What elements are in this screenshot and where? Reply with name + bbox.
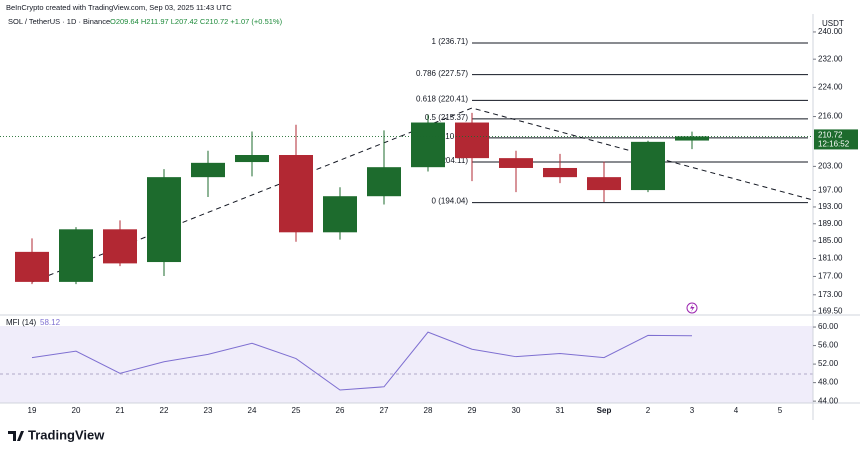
x-tick-label: 28 (424, 406, 433, 415)
mfi-line (31, 331, 693, 391)
logo: TradingView (8, 427, 105, 442)
mfi-y-tick-label: 48.00 (818, 378, 839, 387)
countdown: 12:16:52 (818, 140, 850, 149)
candle-body (323, 196, 357, 233)
x-tick-label: Sep (597, 406, 612, 415)
x-tick-label: 20 (72, 406, 81, 415)
candle-body (543, 167, 577, 178)
candle-body (59, 229, 93, 282)
candle-body (499, 158, 533, 168)
last-price-box (814, 129, 858, 150)
y-tick-label: 224.00 (818, 82, 843, 91)
candle-body (587, 177, 621, 191)
alert-icon[interactable] (686, 302, 698, 314)
y-tick-label: 181.00 (818, 254, 843, 263)
x-tick-label: 22 (160, 406, 169, 415)
x-tick-label: 19 (28, 406, 37, 415)
credit: BeInCrypto created with TradingView.com,… (6, 3, 232, 12)
fib-label: 0 (194.04) (432, 197, 469, 206)
mfi-name: MFI (14) (6, 318, 37, 327)
candle-body (631, 141, 665, 191)
x-tick-label: 21 (116, 406, 125, 415)
mfi-y-tick-label: 44.00 (818, 396, 839, 405)
last-price-label: 210.72 (818, 131, 843, 140)
candle-body (191, 162, 225, 178)
symbol-title: SOL / TetherUS · 1D · Binance (8, 17, 110, 26)
y-tick-label: 169.50 (818, 306, 843, 315)
mfi-y-tick-label: 60.00 (818, 322, 839, 331)
x-tick-label: 5 (778, 406, 783, 415)
logo-text: TradingView (28, 427, 105, 442)
x-tick-label: 29 (468, 406, 477, 415)
fib-label: 0.618 (220.41) (416, 94, 468, 103)
candle-body (367, 167, 401, 197)
y-tick-label: 177.00 (818, 272, 843, 281)
y-tick-label: 189.00 (818, 219, 843, 228)
y-tick-label: 240.00 (818, 27, 843, 36)
y-tick-label: 232.00 (818, 54, 843, 63)
x-tick-label: 26 (336, 406, 345, 415)
y-tick-label: 173.00 (818, 290, 843, 299)
candle-body (455, 122, 489, 159)
alert-icon-bolt (690, 304, 695, 312)
y-tick-label: 203.00 (818, 162, 843, 171)
fib-label: 1 (236.71) (432, 37, 469, 46)
mfi-y-tick-label: 56.00 (818, 341, 839, 350)
mfi-y-tick-label: 52.00 (818, 359, 839, 368)
x-tick-label: 31 (556, 406, 565, 415)
x-tick-label: 30 (512, 406, 521, 415)
x-tick-label: 3 (690, 406, 695, 415)
mfi-value: 58.12 (40, 318, 61, 327)
candle-body (411, 122, 445, 168)
x-tick-label: 4 (734, 406, 739, 415)
currency-label: USDT (822, 19, 844, 28)
x-tick-label: 2 (646, 406, 651, 415)
fib-label: 0.5 (215.37) (425, 113, 468, 122)
candle-body (279, 155, 313, 233)
y-tick-label: 185.00 (818, 236, 843, 245)
candle-body (15, 251, 49, 282)
x-tick-label: 27 (380, 406, 389, 415)
candle-body (147, 177, 181, 263)
candle-body (103, 229, 137, 264)
x-tick-label: 24 (248, 406, 257, 415)
y-tick-label: 193.00 (818, 202, 843, 211)
x-tick-label: 25 (292, 406, 301, 415)
candle-body (235, 155, 269, 163)
logo-mark (8, 431, 24, 441)
y-tick-label: 216.00 (818, 112, 843, 121)
x-tick-label: 23 (204, 406, 213, 415)
ohlc-legend: O209.64 H211.97 L207.42 C210.72 +1.07 (+… (110, 17, 283, 26)
mfi-band (0, 326, 813, 403)
fib-label: 0.786 (227.57) (416, 69, 468, 78)
candle-body (675, 136, 709, 141)
y-tick-label: 197.00 (818, 186, 843, 195)
